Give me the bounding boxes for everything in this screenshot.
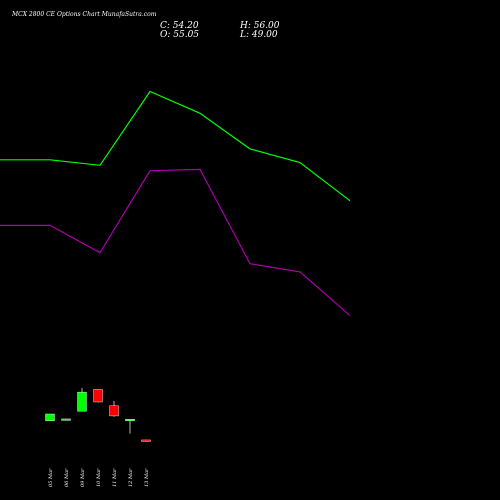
x-tick-label: 06 Mar — [64, 468, 70, 487]
x-tick-label: 11 Mar — [112, 468, 118, 487]
candle-body — [125, 418, 135, 422]
x-tick-label: 12 Mar — [128, 468, 134, 487]
ohlc-open: O: 55.05 — [160, 30, 199, 40]
candle-10-mar — [93, 389, 103, 403]
candle-09-mar — [77, 388, 87, 412]
candle-body — [109, 405, 119, 417]
candle-body — [61, 418, 71, 421]
candle-05-mar — [45, 413, 55, 422]
candle-body — [141, 439, 151, 442]
x-tick-label: 13 Mar — [144, 468, 150, 487]
candle-12-mar — [125, 418, 135, 434]
candle-body — [45, 413, 55, 422]
candles-layer — [45, 388, 151, 442]
band-line-1 — [0, 90, 351, 202]
bands-layer — [0, 90, 351, 317]
ohlc-low: L: 49.00 — [239, 30, 278, 40]
x-tick-label: 09 Mar — [80, 468, 86, 487]
x-tick-label: 05 Mar — [48, 468, 54, 487]
x-axis-ticks: 05 Mar 06 Mar 09 Mar 10 Mar 11 Mar 12 Mar 13 M… — [48, 468, 150, 487]
candle-13-mar — [141, 439, 151, 442]
x-tick-label: 10 Mar — [96, 468, 102, 487]
candle-body — [77, 391, 87, 412]
candle-06-mar — [61, 418, 71, 421]
band-line-2 — [0, 168, 351, 317]
ohlc-high: H: 56.00 — [239, 21, 280, 31]
chart-title: MCX 2800 CE Options Chart MunafaSutra.co… — [11, 11, 157, 18]
candle-body — [93, 389, 103, 403]
candle-11-mar — [109, 400, 119, 417]
ohlc-close: C: 54.20 — [160, 21, 199, 31]
